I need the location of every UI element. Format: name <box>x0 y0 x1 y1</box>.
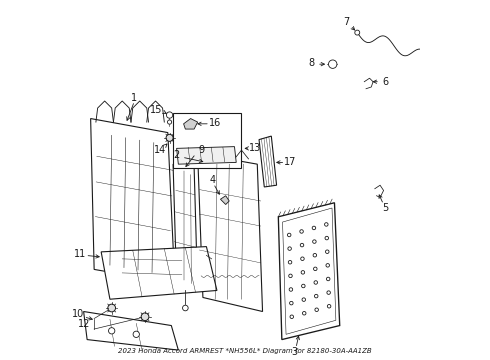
Circle shape <box>325 250 329 253</box>
Circle shape <box>326 277 330 281</box>
Circle shape <box>301 271 305 274</box>
Circle shape <box>300 243 304 247</box>
Text: 1: 1 <box>131 93 138 103</box>
Text: 16: 16 <box>209 118 221 128</box>
Text: 8: 8 <box>309 58 315 68</box>
Circle shape <box>288 261 292 264</box>
Circle shape <box>313 253 317 257</box>
Circle shape <box>314 267 317 271</box>
Circle shape <box>108 304 116 312</box>
Circle shape <box>288 247 292 250</box>
Polygon shape <box>91 118 175 283</box>
Circle shape <box>302 298 306 301</box>
Text: 5: 5 <box>382 203 389 213</box>
Circle shape <box>300 230 303 233</box>
Polygon shape <box>173 164 197 291</box>
Text: 15: 15 <box>150 105 163 115</box>
Circle shape <box>183 305 188 311</box>
Text: 14: 14 <box>154 145 166 155</box>
Polygon shape <box>176 147 236 164</box>
Circle shape <box>326 264 329 267</box>
Circle shape <box>315 308 318 311</box>
Circle shape <box>301 284 305 288</box>
Text: 13: 13 <box>249 143 262 153</box>
Text: 6: 6 <box>382 77 389 87</box>
Polygon shape <box>101 247 217 299</box>
Circle shape <box>327 305 331 308</box>
Circle shape <box>108 328 115 334</box>
Polygon shape <box>84 311 178 350</box>
Polygon shape <box>283 208 336 334</box>
Circle shape <box>314 281 318 284</box>
Circle shape <box>327 291 330 294</box>
Circle shape <box>289 274 292 278</box>
Text: 17: 17 <box>284 157 297 167</box>
Text: 9: 9 <box>198 145 204 155</box>
Circle shape <box>290 315 294 319</box>
Circle shape <box>302 311 306 315</box>
Text: 11: 11 <box>74 249 86 258</box>
Polygon shape <box>278 203 340 339</box>
Bar <box>173 113 242 168</box>
Text: 7: 7 <box>343 17 350 27</box>
Circle shape <box>133 331 139 337</box>
Polygon shape <box>220 196 229 204</box>
Text: 4: 4 <box>210 175 216 185</box>
Circle shape <box>312 226 316 230</box>
Circle shape <box>355 30 360 35</box>
Polygon shape <box>197 154 263 311</box>
Circle shape <box>290 301 293 305</box>
Circle shape <box>168 120 172 124</box>
Text: 10: 10 <box>72 309 84 319</box>
Polygon shape <box>184 118 197 129</box>
Circle shape <box>301 257 304 261</box>
Circle shape <box>167 112 173 118</box>
Text: 2: 2 <box>173 150 180 161</box>
Circle shape <box>313 240 316 243</box>
Polygon shape <box>259 136 276 187</box>
Circle shape <box>288 233 291 237</box>
Circle shape <box>325 236 328 240</box>
Text: 12: 12 <box>78 319 91 329</box>
Text: 3: 3 <box>292 347 298 357</box>
Circle shape <box>315 294 318 298</box>
Text: 2023 Honda Accord ARMREST *NH556L* Diagram for 82180-30A-AA1ZB: 2023 Honda Accord ARMREST *NH556L* Diagr… <box>118 348 372 354</box>
Circle shape <box>324 223 328 226</box>
Circle shape <box>141 313 149 321</box>
Circle shape <box>328 60 337 68</box>
Circle shape <box>289 288 293 291</box>
Circle shape <box>166 134 173 141</box>
